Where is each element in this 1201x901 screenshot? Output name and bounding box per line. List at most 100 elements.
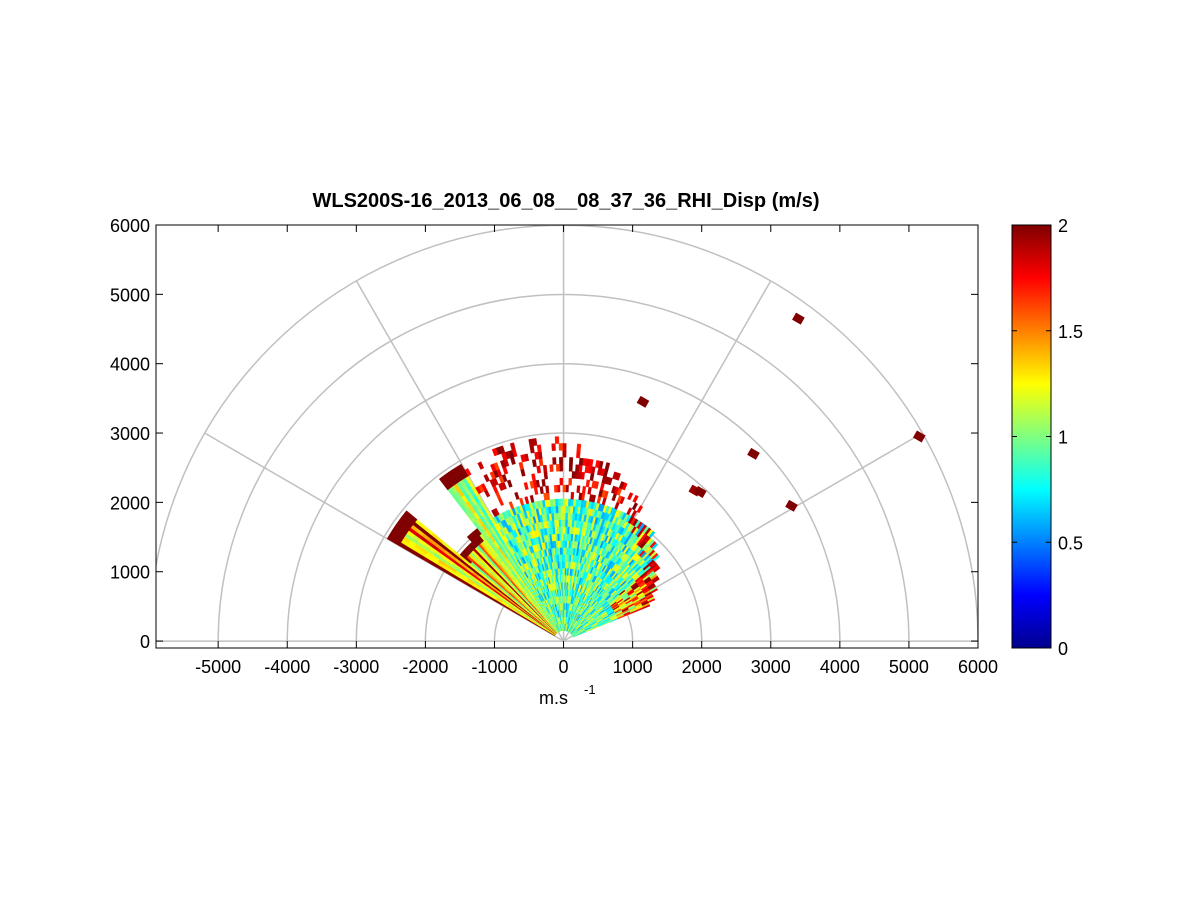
range-gate <box>604 462 611 471</box>
x-axis-label-superscript: -1 <box>584 682 596 697</box>
range-gate <box>567 498 572 507</box>
range-gate <box>562 498 566 507</box>
outlier-point <box>912 430 926 443</box>
range-gate <box>595 460 601 469</box>
y-tick-label: 6000 <box>110 216 150 236</box>
range-gate <box>632 494 639 503</box>
range-gate <box>491 509 498 518</box>
range-gate <box>551 443 556 451</box>
range-gate <box>490 463 497 472</box>
outlier-points <box>636 312 926 512</box>
x-tick-label: -5000 <box>195 657 241 677</box>
range-gate <box>576 443 582 452</box>
range-gate <box>386 535 396 543</box>
range-gate <box>568 477 573 486</box>
x-axis-label-text: m.s <box>539 688 568 708</box>
range-gate <box>491 447 499 457</box>
range-gate <box>543 471 548 480</box>
colorbar-tick-label: 1.5 <box>1058 322 1083 342</box>
outlier-point <box>747 447 760 460</box>
x-tick-label: 1000 <box>613 657 653 677</box>
range-gate <box>575 464 580 473</box>
range-gate <box>554 436 560 444</box>
range-gate <box>499 459 507 469</box>
x-tick-label: 5000 <box>889 657 929 677</box>
range-gate <box>564 519 568 527</box>
range-gate <box>560 519 564 527</box>
range-gate <box>531 473 536 482</box>
range-gate <box>552 457 557 465</box>
range-gate <box>562 443 567 451</box>
x-tick-label: 4000 <box>820 657 860 677</box>
range-gate <box>541 478 546 487</box>
range-gate <box>562 540 566 548</box>
range-gate <box>578 457 584 466</box>
range-gate <box>560 505 564 514</box>
range-gate <box>438 476 447 485</box>
range-gate <box>564 533 568 541</box>
plot-area: -5000 -4000 -3000 -2000 -1000 0 1000 2000 3000 40… <box>110 216 998 677</box>
range-gate <box>518 461 524 470</box>
range-gate <box>585 479 591 488</box>
range-gate <box>565 498 569 507</box>
range-gate <box>612 471 618 480</box>
range-gate <box>538 458 544 467</box>
range-gate <box>562 547 566 555</box>
range-gate <box>560 512 564 520</box>
rhi-data <box>386 436 661 638</box>
range-gate <box>545 485 550 494</box>
range-gate <box>549 464 554 472</box>
range-gate <box>610 485 617 494</box>
range-gate <box>555 464 560 472</box>
range-gate <box>626 507 633 516</box>
colorbar-ticks: 0 0.5 1 1.5 2 <box>1012 216 1083 659</box>
y-tick-label: 0 <box>140 632 150 652</box>
range-gate <box>477 461 485 470</box>
range-gate <box>564 540 568 548</box>
y-tick-label: 5000 <box>110 285 150 305</box>
range-gate <box>489 471 496 480</box>
outlier-point <box>636 395 650 408</box>
x-axis-label: m.s -1 <box>539 682 596 708</box>
x-tick-label: 0 <box>559 657 569 677</box>
range-gate <box>562 512 566 520</box>
outlier-point <box>693 486 707 498</box>
outlier-point <box>792 312 805 325</box>
range-gate <box>581 486 587 494</box>
x-tick-label: -4000 <box>264 657 310 677</box>
range-gate <box>466 534 474 543</box>
x-tick-label: 6000 <box>958 657 998 677</box>
range-gate <box>570 491 575 500</box>
range-gate <box>536 444 542 453</box>
range-gate <box>524 496 530 505</box>
range-gate <box>529 480 535 489</box>
axis-ticks: -5000 -4000 -3000 -2000 -1000 0 1000 2000 3000 40… <box>110 216 998 677</box>
range-gate <box>562 519 566 527</box>
range-gate <box>565 484 569 493</box>
range-gate <box>562 526 566 534</box>
x-tick-label: -2000 <box>402 657 448 677</box>
colorbar-tick-label: 1 <box>1058 428 1068 448</box>
range-gate <box>553 484 558 493</box>
range-gate <box>509 442 516 451</box>
range-gate <box>556 484 561 493</box>
x-tick-label: -3000 <box>333 657 379 677</box>
y-tick-label: 1000 <box>110 563 150 583</box>
range-gate <box>520 454 526 463</box>
range-gate <box>562 450 567 458</box>
axes-frame <box>155 224 979 649</box>
outlier-point <box>785 499 798 512</box>
range-gate <box>564 526 568 534</box>
range-gate <box>559 477 564 486</box>
range-gate <box>565 512 568 520</box>
colorbar-tick-label: 0 <box>1058 639 1068 659</box>
range-gate <box>568 464 573 472</box>
range-gate <box>558 443 563 451</box>
range-gate <box>483 473 490 483</box>
range-gate <box>569 457 574 465</box>
range-gate <box>571 471 576 479</box>
x-tick-label: 2000 <box>682 657 722 677</box>
colorbar-tick-label: 2 <box>1058 216 1068 236</box>
range-gate <box>562 554 565 562</box>
